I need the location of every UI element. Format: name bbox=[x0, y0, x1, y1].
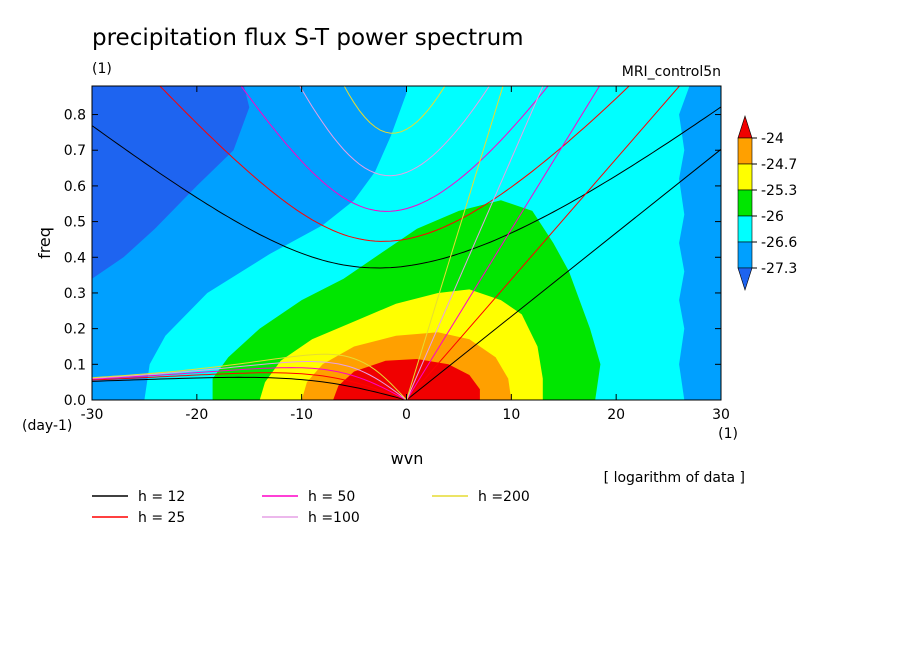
chart-subtitle: (1) bbox=[92, 61, 112, 77]
kelvin-wave-curve bbox=[406, 86, 681, 400]
x-tick-label: 30 bbox=[712, 407, 730, 423]
y-tick-label: 0.2 bbox=[64, 322, 86, 338]
x-tick-label: -10 bbox=[290, 407, 313, 423]
x-axis-label: wvn bbox=[391, 449, 424, 468]
colorbar-box bbox=[737, 215, 753, 243]
x-tick-label: 10 bbox=[502, 407, 520, 423]
region-level-7 bbox=[333, 359, 480, 400]
region-level-1 bbox=[92, 86, 250, 279]
colorbar-label: -24.7 bbox=[761, 157, 797, 173]
kelvin-wave-curve bbox=[406, 86, 544, 400]
y-tick-label: 0.6 bbox=[64, 179, 86, 195]
rossby-wave-curve bbox=[92, 367, 407, 400]
colorbar-bottom-arrow bbox=[737, 267, 753, 291]
colorbar-label: -26.6 bbox=[761, 235, 797, 251]
legend-label: h =100 bbox=[308, 510, 360, 526]
y-tick-label: 0.7 bbox=[64, 143, 86, 159]
colorbar-box bbox=[737, 189, 753, 217]
inertia-gravity-wave-curve bbox=[343, 86, 446, 134]
y-tick-label: 0.0 bbox=[64, 393, 86, 409]
kelvin-wave-curve bbox=[406, 148, 721, 400]
kelvin-wave-curve bbox=[406, 86, 504, 400]
rossby-wave-curve bbox=[92, 376, 407, 400]
rossby-wave-curve bbox=[92, 361, 407, 400]
y-tick-label: 0.1 bbox=[64, 357, 86, 373]
inertia-gravity-wave-curve bbox=[240, 86, 549, 212]
axis-ticks: -30 -20 -10 0 10 20 30 0.0 0.1 0.2 0.3 0.4 0.5 0.6 0.7… bbox=[64, 86, 730, 423]
dispersion-curves bbox=[92, 86, 721, 400]
chart-title: precipitation flux S-T power spectrum bbox=[92, 25, 524, 51]
colorbar-label: -25.3 bbox=[761, 183, 797, 199]
rossby-wave-curve bbox=[92, 372, 407, 400]
y-tick-label: 0.8 bbox=[64, 108, 86, 124]
colorbar-top-arrow bbox=[737, 115, 753, 139]
model-label: MRI_control5n bbox=[622, 64, 721, 80]
colorbar: -24 -24.7 -25.3 -26 -26.6 -27.3 bbox=[737, 115, 797, 291]
y-tick-label: 0.4 bbox=[64, 250, 86, 266]
colorbar-box bbox=[737, 241, 753, 269]
legend-label: h = 50 bbox=[308, 489, 355, 505]
y-unit-label: (day-1) bbox=[22, 418, 72, 434]
inertia-gravity-wave-curve bbox=[92, 106, 721, 269]
contour-fills bbox=[92, 86, 721, 400]
curve-legend: h = 12 h = 25 h = 50 h =100 h =200 bbox=[92, 489, 530, 526]
colorbar-box bbox=[737, 137, 753, 165]
legend-label: h =200 bbox=[478, 489, 530, 505]
data-note: [ logarithm of data ] bbox=[604, 470, 745, 486]
colorbar-box bbox=[737, 163, 753, 191]
x-tick-label: 20 bbox=[607, 407, 625, 423]
x-unit-label: (1) bbox=[718, 426, 738, 442]
legend-label: h = 12 bbox=[138, 489, 185, 505]
x-tick-label: -30 bbox=[81, 407, 104, 423]
x-tick-label: -20 bbox=[185, 407, 208, 423]
colorbar-label: -26 bbox=[761, 209, 784, 225]
y-tick-label: 0.5 bbox=[64, 215, 86, 231]
x-tick-label: 0 bbox=[402, 407, 411, 423]
colorbar-label: -24 bbox=[761, 131, 784, 147]
y-axis-label: freq bbox=[35, 227, 54, 259]
y-tick-label: 0.3 bbox=[64, 286, 86, 302]
kelvin-wave-curve bbox=[406, 86, 601, 400]
colorbar-label: -27.3 bbox=[761, 261, 797, 277]
inertia-gravity-wave-curve bbox=[159, 86, 630, 242]
inertia-gravity-wave-curve bbox=[299, 86, 490, 177]
rossby-wave-curve bbox=[92, 353, 407, 400]
legend-label: h = 25 bbox=[138, 510, 185, 526]
